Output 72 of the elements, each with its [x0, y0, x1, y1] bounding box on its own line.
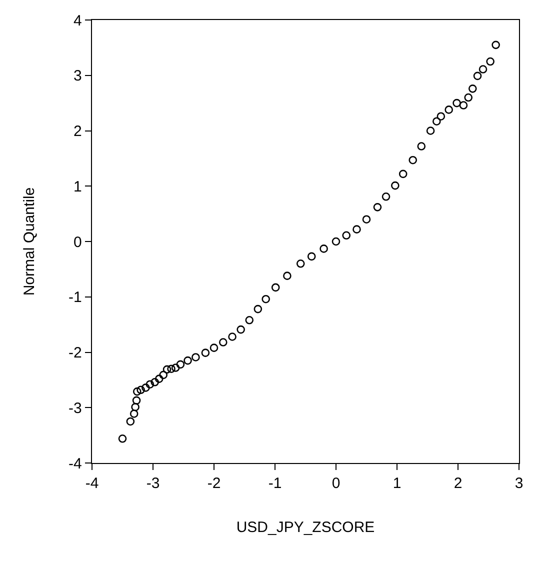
point: [468, 84, 477, 93]
point: [296, 260, 305, 268]
point: [436, 112, 446, 120]
point: [432, 117, 441, 126]
point: [219, 338, 228, 346]
y-axis-title: Normal Quantile: [20, 187, 38, 296]
point: [210, 344, 218, 352]
point: [154, 374, 164, 383]
point: [192, 353, 200, 362]
point: [426, 126, 435, 135]
y-tick-label: 4: [74, 12, 82, 30]
point: [262, 294, 270, 304]
x-tick-label: 0: [332, 475, 340, 492]
y-tick-label: 0: [74, 234, 82, 251]
x-tick-label: -4: [85, 475, 99, 492]
y-tick-label: 1: [74, 178, 82, 196]
point: [486, 57, 494, 66]
point: [236, 325, 245, 334]
point: [271, 283, 280, 292]
point: [245, 316, 254, 324]
y-tick-label: 2: [74, 123, 82, 140]
point: [130, 410, 138, 418]
point: [228, 332, 236, 341]
point: [444, 106, 453, 114]
point: [132, 387, 142, 396]
point: [398, 170, 408, 178]
point: [201, 348, 210, 357]
point: [478, 65, 488, 74]
x-tick-label: 3: [514, 475, 524, 492]
x-tick-label: -2: [207, 475, 221, 492]
point: [184, 356, 192, 365]
point: [408, 156, 418, 164]
point: [162, 365, 172, 374]
point: [171, 364, 180, 372]
point: [132, 396, 141, 405]
point: [118, 434, 127, 443]
point: [452, 98, 461, 108]
point: [473, 72, 482, 80]
x-tick-label: -3: [146, 475, 160, 492]
point: [176, 360, 185, 369]
point: [131, 402, 140, 412]
x-axis-title: USD_JPY_ZSCORE: [236, 519, 375, 536]
point: [352, 225, 361, 234]
y-tick-label: -3: [68, 400, 82, 417]
point: [136, 386, 145, 394]
y-tick-label: 3: [74, 68, 82, 85]
point: [159, 370, 168, 380]
y-tick-label: -2: [68, 344, 82, 362]
point: [373, 203, 382, 212]
point: [320, 244, 328, 253]
point: [126, 417, 135, 426]
point: [342, 231, 351, 240]
point: [307, 252, 316, 261]
point: [382, 192, 390, 201]
point: [146, 380, 154, 389]
point: [142, 384, 150, 392]
point: [150, 378, 159, 386]
point: [167, 364, 176, 374]
point: [492, 40, 500, 50]
x-tick-label: -1: [268, 475, 282, 492]
point: [417, 142, 426, 150]
point: [254, 304, 262, 314]
point: [391, 181, 400, 190]
y-tick-label: -4: [68, 455, 82, 472]
point: [283, 272, 292, 280]
x-tick-label: 1: [392, 475, 402, 492]
point: [464, 93, 473, 102]
point: [332, 237, 340, 246]
y-tick-label: -1: [68, 289, 82, 306]
point: [362, 215, 371, 224]
point: [459, 101, 468, 110]
x-tick-label: 2: [454, 475, 462, 492]
